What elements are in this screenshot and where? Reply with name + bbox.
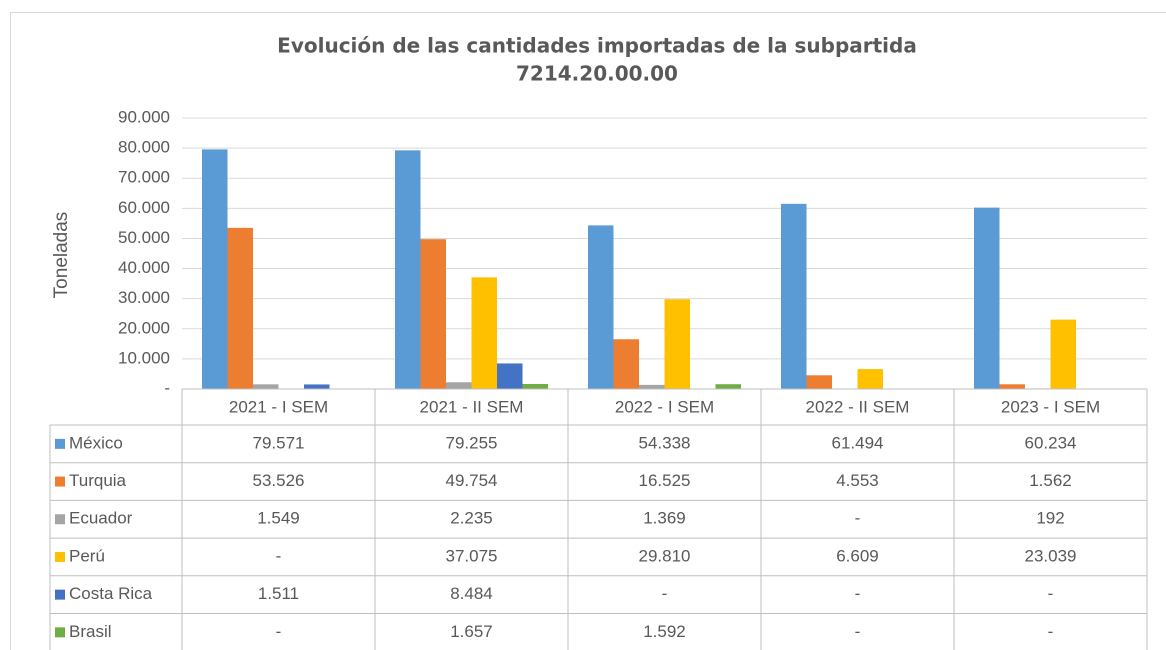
legend-label: Perú [69, 546, 105, 565]
table-value: 192 [1036, 509, 1064, 528]
table-value: 1.562 [1029, 471, 1072, 490]
legend-key [55, 438, 65, 449]
legend-key [55, 589, 65, 600]
table-value: 49.754 [446, 471, 498, 490]
y-axis-title: Toneladas [51, 212, 72, 299]
bar [304, 384, 330, 389]
bar [395, 150, 421, 389]
bar [715, 384, 741, 389]
chart-subtitle: 7214.20.00.00 [516, 62, 678, 86]
bar [639, 384, 665, 389]
x-tick-label: 2022 - II SEM [806, 397, 910, 416]
bar [446, 382, 472, 389]
y-tick-label: 70.000 [118, 168, 170, 187]
table-value: 1.657 [450, 622, 493, 641]
legend-key [55, 551, 65, 562]
legend-label: Turquia [69, 471, 127, 490]
table-value: 16.525 [639, 471, 691, 490]
y-tick-label: 10.000 [118, 348, 170, 367]
bar [253, 384, 279, 389]
table-value: 2.235 [450, 509, 493, 528]
y-tick-label: 50.000 [118, 228, 170, 247]
legend-label: Costa Rica [69, 584, 153, 603]
bar [420, 239, 446, 389]
bar [1050, 319, 1076, 389]
y-tick-label: 80.000 [118, 138, 170, 157]
bar [522, 384, 548, 389]
legend-key [55, 514, 65, 525]
table-value: 4.553 [836, 471, 879, 490]
table-value: - [1048, 584, 1054, 603]
x-tick-label: 2021 - II SEM [420, 397, 524, 416]
bar [974, 207, 1000, 389]
table-value: 60.234 [1025, 433, 1077, 452]
y-tick-label: 40.000 [118, 258, 170, 277]
table-value: 6.609 [836, 546, 879, 565]
chart-title: Evolución de las cantidades importadas d… [277, 34, 917, 58]
legend-key [55, 476, 65, 487]
table-value: 53.526 [253, 471, 305, 490]
table-value: 1.549 [257, 509, 300, 528]
bar [227, 227, 253, 389]
table-value: 1.369 [643, 509, 686, 528]
table-value: 79.255 [446, 433, 498, 452]
y-tick-label: 90.000 [118, 107, 170, 126]
y-tick-label: 20.000 [118, 318, 170, 337]
legend-label: México [69, 433, 123, 452]
x-tick-label: 2023 - I SEM [1001, 397, 1100, 416]
x-tick-label: 2022 - I SEM [615, 397, 714, 416]
table-value: 37.075 [446, 546, 498, 565]
table-value: - [855, 622, 861, 641]
table-value: - [276, 622, 282, 641]
table-value: 79.571 [253, 433, 305, 452]
bar [999, 384, 1025, 389]
legend-key [55, 627, 65, 638]
chart-frame [10, 12, 1166, 650]
bar [664, 299, 690, 389]
table-value: 1.511 [258, 584, 299, 603]
table-value: 8.484 [450, 584, 493, 603]
bar [588, 225, 614, 389]
bar [613, 339, 639, 389]
bar [471, 277, 497, 389]
y-tick-label: - [164, 378, 170, 397]
bar [857, 369, 883, 389]
table-value: 61.494 [832, 433, 884, 452]
bar [781, 203, 807, 389]
table-value: - [276, 546, 282, 565]
table-value: 23.039 [1025, 546, 1077, 565]
y-tick-label: 60.000 [118, 198, 170, 217]
y-tick-label: 30.000 [118, 288, 170, 307]
table-value: 54.338 [639, 433, 691, 452]
table-value: - [1048, 622, 1054, 641]
bar [497, 363, 523, 389]
x-tick-label: 2021 - I SEM [229, 397, 328, 416]
bar [202, 149, 228, 389]
table-value: 1.592 [643, 622, 686, 641]
bar [806, 375, 832, 389]
table-value: - [855, 584, 861, 603]
table-value: - [662, 584, 668, 603]
legend-label: Ecuador [69, 509, 133, 528]
table-value: 29.810 [639, 546, 691, 565]
table-value: - [855, 509, 861, 528]
legend-label: Brasil [69, 622, 112, 641]
